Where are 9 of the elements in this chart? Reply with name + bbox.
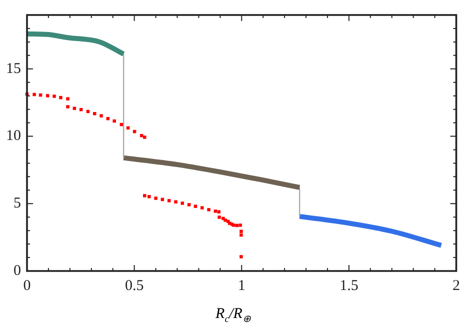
x-axis-title: R$_{c}$/R$_{⊕}$	[214, 306, 252, 325]
y-tick-label: 15	[6, 60, 21, 77]
x-tick-label: 1	[238, 278, 246, 294]
x-tick-label: 2	[452, 278, 460, 294]
x-tick-label: 0.5	[124, 278, 144, 294]
y-tick-label: 5	[14, 196, 21, 212]
x-tick-label: 1.5	[340, 278, 358, 294]
y-tick-label: 0	[14, 262, 21, 279]
y-tick-label: 10	[6, 128, 21, 144]
